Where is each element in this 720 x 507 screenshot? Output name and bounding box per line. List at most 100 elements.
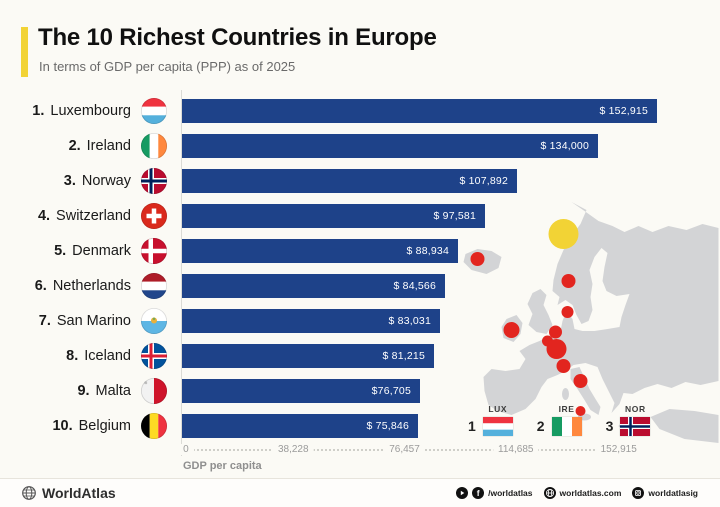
netherlands-flag-icon [141, 273, 167, 300]
page-title: The 10 Richest Countries in Europe [38, 24, 437, 51]
value-label: $ 88,934 [406, 244, 449, 257]
rank: 7. [38, 313, 51, 330]
legend-rank: 2 [536, 418, 545, 434]
belgium-flag-icon [141, 413, 167, 440]
x-tick-label: 38,228 [272, 444, 314, 455]
legend-flag [620, 417, 651, 436]
country-flag [141, 202, 167, 229]
rank-and-country: 8. Iceland [66, 348, 131, 365]
rank: 10. [52, 418, 73, 435]
bar-row: 8. Iceland $ 81,215 [0, 339, 720, 374]
value-bar: $ 134,000 [182, 133, 598, 158]
bar-chart: 1. Luxembourg $ 152,915 2. Ireland $ 134,000 3… [0, 93, 720, 444]
legend-rank: 1 [468, 418, 476, 434]
rank-and-country: 4. Switzerland [37, 207, 131, 224]
ireland-flag-icon [551, 417, 582, 436]
country-flag [141, 97, 167, 124]
luxembourg-flag-icon [141, 97, 167, 124]
country-dot [549, 325, 562, 339]
value-label: $ 134,000 [540, 139, 589, 152]
social-link: worldatlasig [632, 487, 698, 499]
bar-row: 5. Denmark $ 88,934 [0, 233, 720, 268]
country-dot [503, 322, 520, 338]
bar-row: 2. Ireland $ 134,000 [0, 128, 720, 163]
rank: 5. [54, 242, 67, 259]
social-handle: worldatlasig [648, 488, 698, 498]
value-label: $76,705 [371, 385, 411, 398]
bar-track: $ 84,566 [182, 274, 445, 299]
x-axis-label: GDP per capita [183, 460, 262, 472]
country-dot [561, 274, 576, 288]
country-flag [141, 413, 167, 440]
legend-flag [482, 417, 513, 436]
country-dot [556, 359, 571, 373]
value-label: $ 152,915 [599, 104, 648, 117]
rank: 2. [68, 137, 81, 154]
rank: 3. [63, 172, 76, 189]
rank: 1. [32, 102, 45, 119]
country-flag [141, 378, 167, 405]
malta-flag-icon [141, 378, 167, 405]
value-label: $ 83,031 [388, 315, 431, 328]
europe-map [463, 202, 719, 443]
bar-track: $ 75,846 [182, 414, 418, 439]
bar-track: $ 152,915 [182, 98, 657, 123]
rank-and-country: 6. Netherlands [34, 278, 131, 295]
bar-track: $ 107,892 [182, 168, 517, 193]
legend-item: 2 IRE [537, 404, 582, 436]
legend-item: 3 NOR [606, 404, 651, 436]
ireland-flag-icon [141, 132, 167, 159]
value-bar: $ 81,215 [182, 344, 434, 369]
rank-and-country: 2. Ireland [68, 137, 131, 154]
rank: 8. [66, 348, 79, 365]
social-handle: worldatlas.com [559, 488, 622, 498]
legend-country-code: LUX [488, 404, 508, 414]
x-tick-label: 114,685 [493, 444, 539, 455]
luxembourg-flag-icon [482, 417, 513, 436]
worldatlas-globe-icon [22, 486, 36, 500]
x-tick-label: 0 [178, 444, 194, 455]
legend-rank: 3 [605, 418, 614, 434]
switzerland-flag-icon [141, 202, 167, 229]
globe-icon [543, 487, 556, 499]
rank: 9. [77, 383, 90, 400]
value-label: $ 75,846 [366, 420, 409, 433]
country-flag [141, 132, 167, 159]
rank-and-country: 9. Malta [77, 383, 131, 400]
chart-baseline [181, 90, 182, 456]
bar-track: $76,705 [182, 379, 420, 404]
x-tick-label: 76,457 [384, 444, 425, 455]
rank-and-country: 5. Denmark [54, 242, 131, 259]
legend-country-code: NOR [625, 404, 646, 414]
norway-flag-icon [141, 167, 167, 194]
rank-and-country: 3. Norway [63, 172, 131, 189]
social-link: worldatlas.com [543, 487, 622, 499]
legend-country-code: IRE [558, 404, 575, 414]
country-dot [546, 339, 567, 359]
bar-track: $ 81,215 [182, 344, 434, 369]
facebook-icon: f [472, 487, 485, 499]
bar-row: 6. Netherlands $ 84,566 [0, 268, 720, 303]
san-marino-flag-icon [141, 308, 167, 335]
page-subtitle: In terms of GDP per capita (PPP) as of 2… [39, 59, 296, 74]
rank-and-country: 1. Luxembourg [32, 102, 131, 119]
denmark-flag-icon [141, 237, 167, 264]
svg-text:f: f [477, 488, 480, 498]
rank: 4. [37, 207, 51, 224]
youtube-icon [456, 487, 469, 499]
value-label: $ 81,215 [382, 350, 425, 363]
legend-flag [551, 417, 582, 436]
social-link: f/worldatlas [456, 487, 533, 499]
bar-track: $ 134,000 [182, 133, 598, 158]
bar-row: 7. San Marino $ 83,031 [0, 304, 720, 339]
value-bar: $ 83,031 [182, 309, 440, 334]
brand-name: WorldAtlas [42, 485, 116, 501]
bar-row: 4. Switzerland $ 97,581 [0, 198, 720, 233]
bar-track: $ 83,031 [182, 309, 440, 334]
country-dot [561, 306, 574, 318]
rank: 6. [34, 278, 47, 295]
rank-and-country: 7. San Marino [38, 313, 131, 330]
country-flag [141, 308, 167, 335]
country-flag [141, 237, 167, 264]
